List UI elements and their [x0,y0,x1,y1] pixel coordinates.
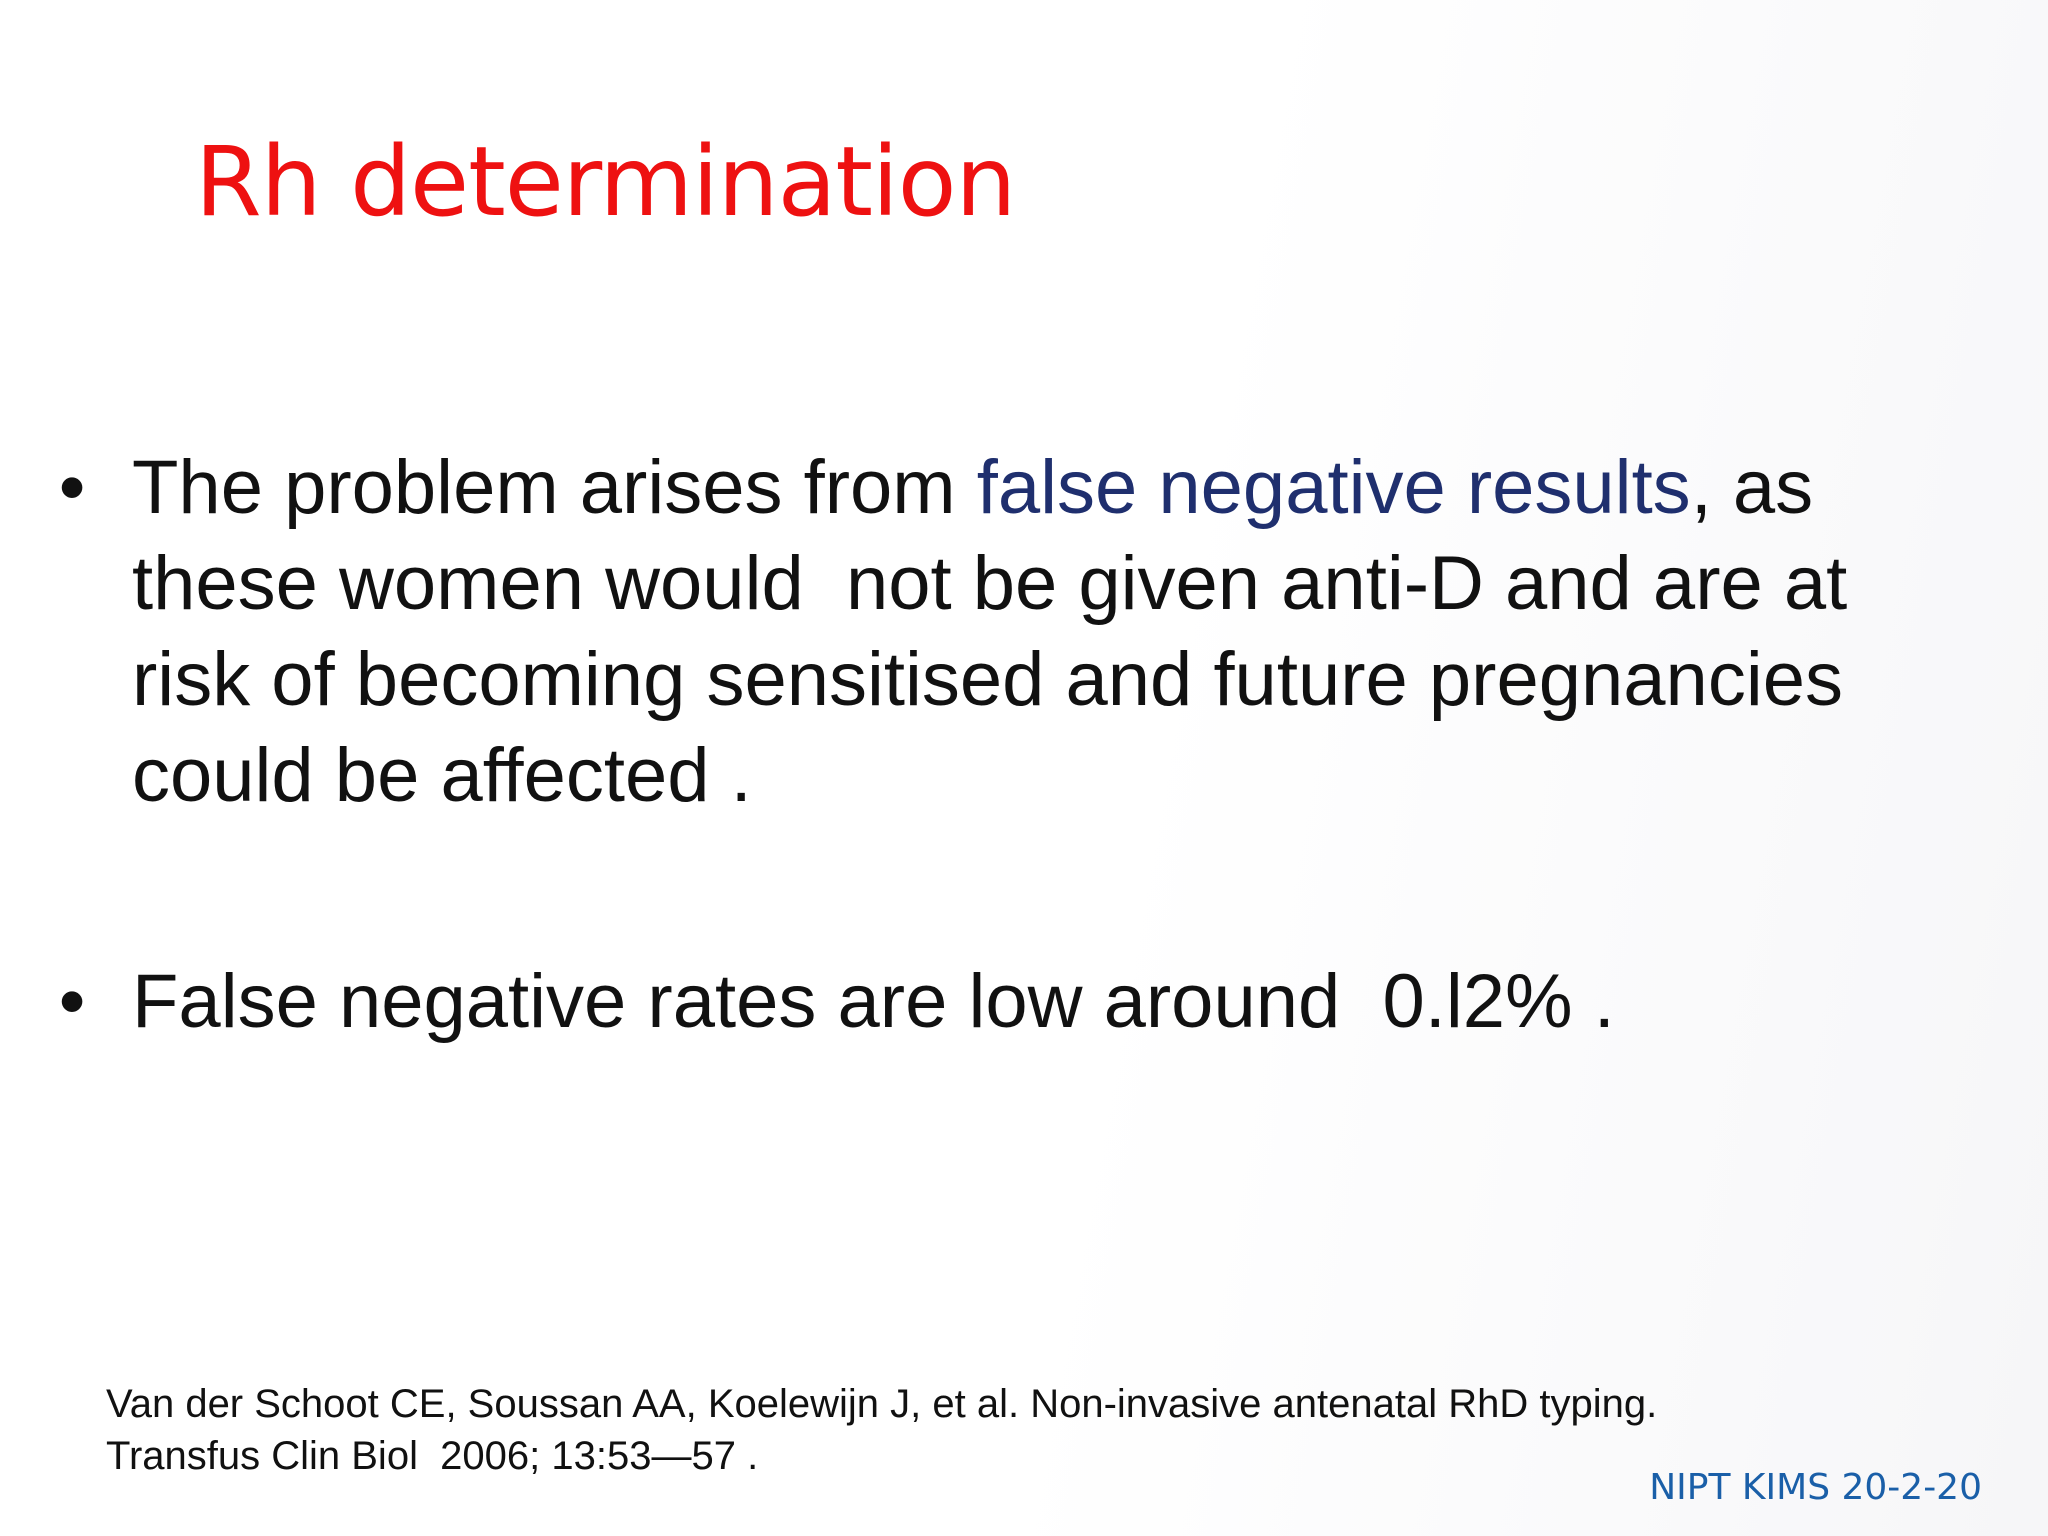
slide-title: Rh determination [195,126,1016,238]
bullet-text-line: these women would not be given anti-D an… [132,541,1848,626]
bullet-text-line: False negative rates are low around 0.l2… [132,959,1615,1044]
reference-line: Transfus Clin Biol 2006; 13:53—57 . [106,1434,759,1478]
bullet-list: • The problem arises from false negative… [52,440,2002,1050]
reference-citation: Van der Schoot CE, Soussan AA, Koelewijn… [106,1378,1657,1482]
reference-line: Van der Schoot CE, Soussan AA, Koelewijn… [106,1382,1658,1426]
highlighted-phrase: false negative results [976,445,1691,530]
bullet-text-line: The problem arises from false negative r… [132,440,2002,536]
bullet-marker: • [58,445,86,530]
footer-tag: NIPT KIMS 20-2-20 [1649,1467,1982,1508]
bullet-item-false-negative-rate: • False negative rates are low around 0.… [52,954,2002,1050]
bullet-text-line: risk of becoming sensitised and future p… [132,637,1843,722]
bullet-text-segment: , as [1690,445,1814,530]
bullet-item-false-negative-problem: • The problem arises from false negative… [52,440,2002,824]
bullet-marker: • [58,959,86,1044]
bullet-text-line: could be affected . [132,733,752,818]
bullet-text-segment: The problem arises from [132,445,977,530]
